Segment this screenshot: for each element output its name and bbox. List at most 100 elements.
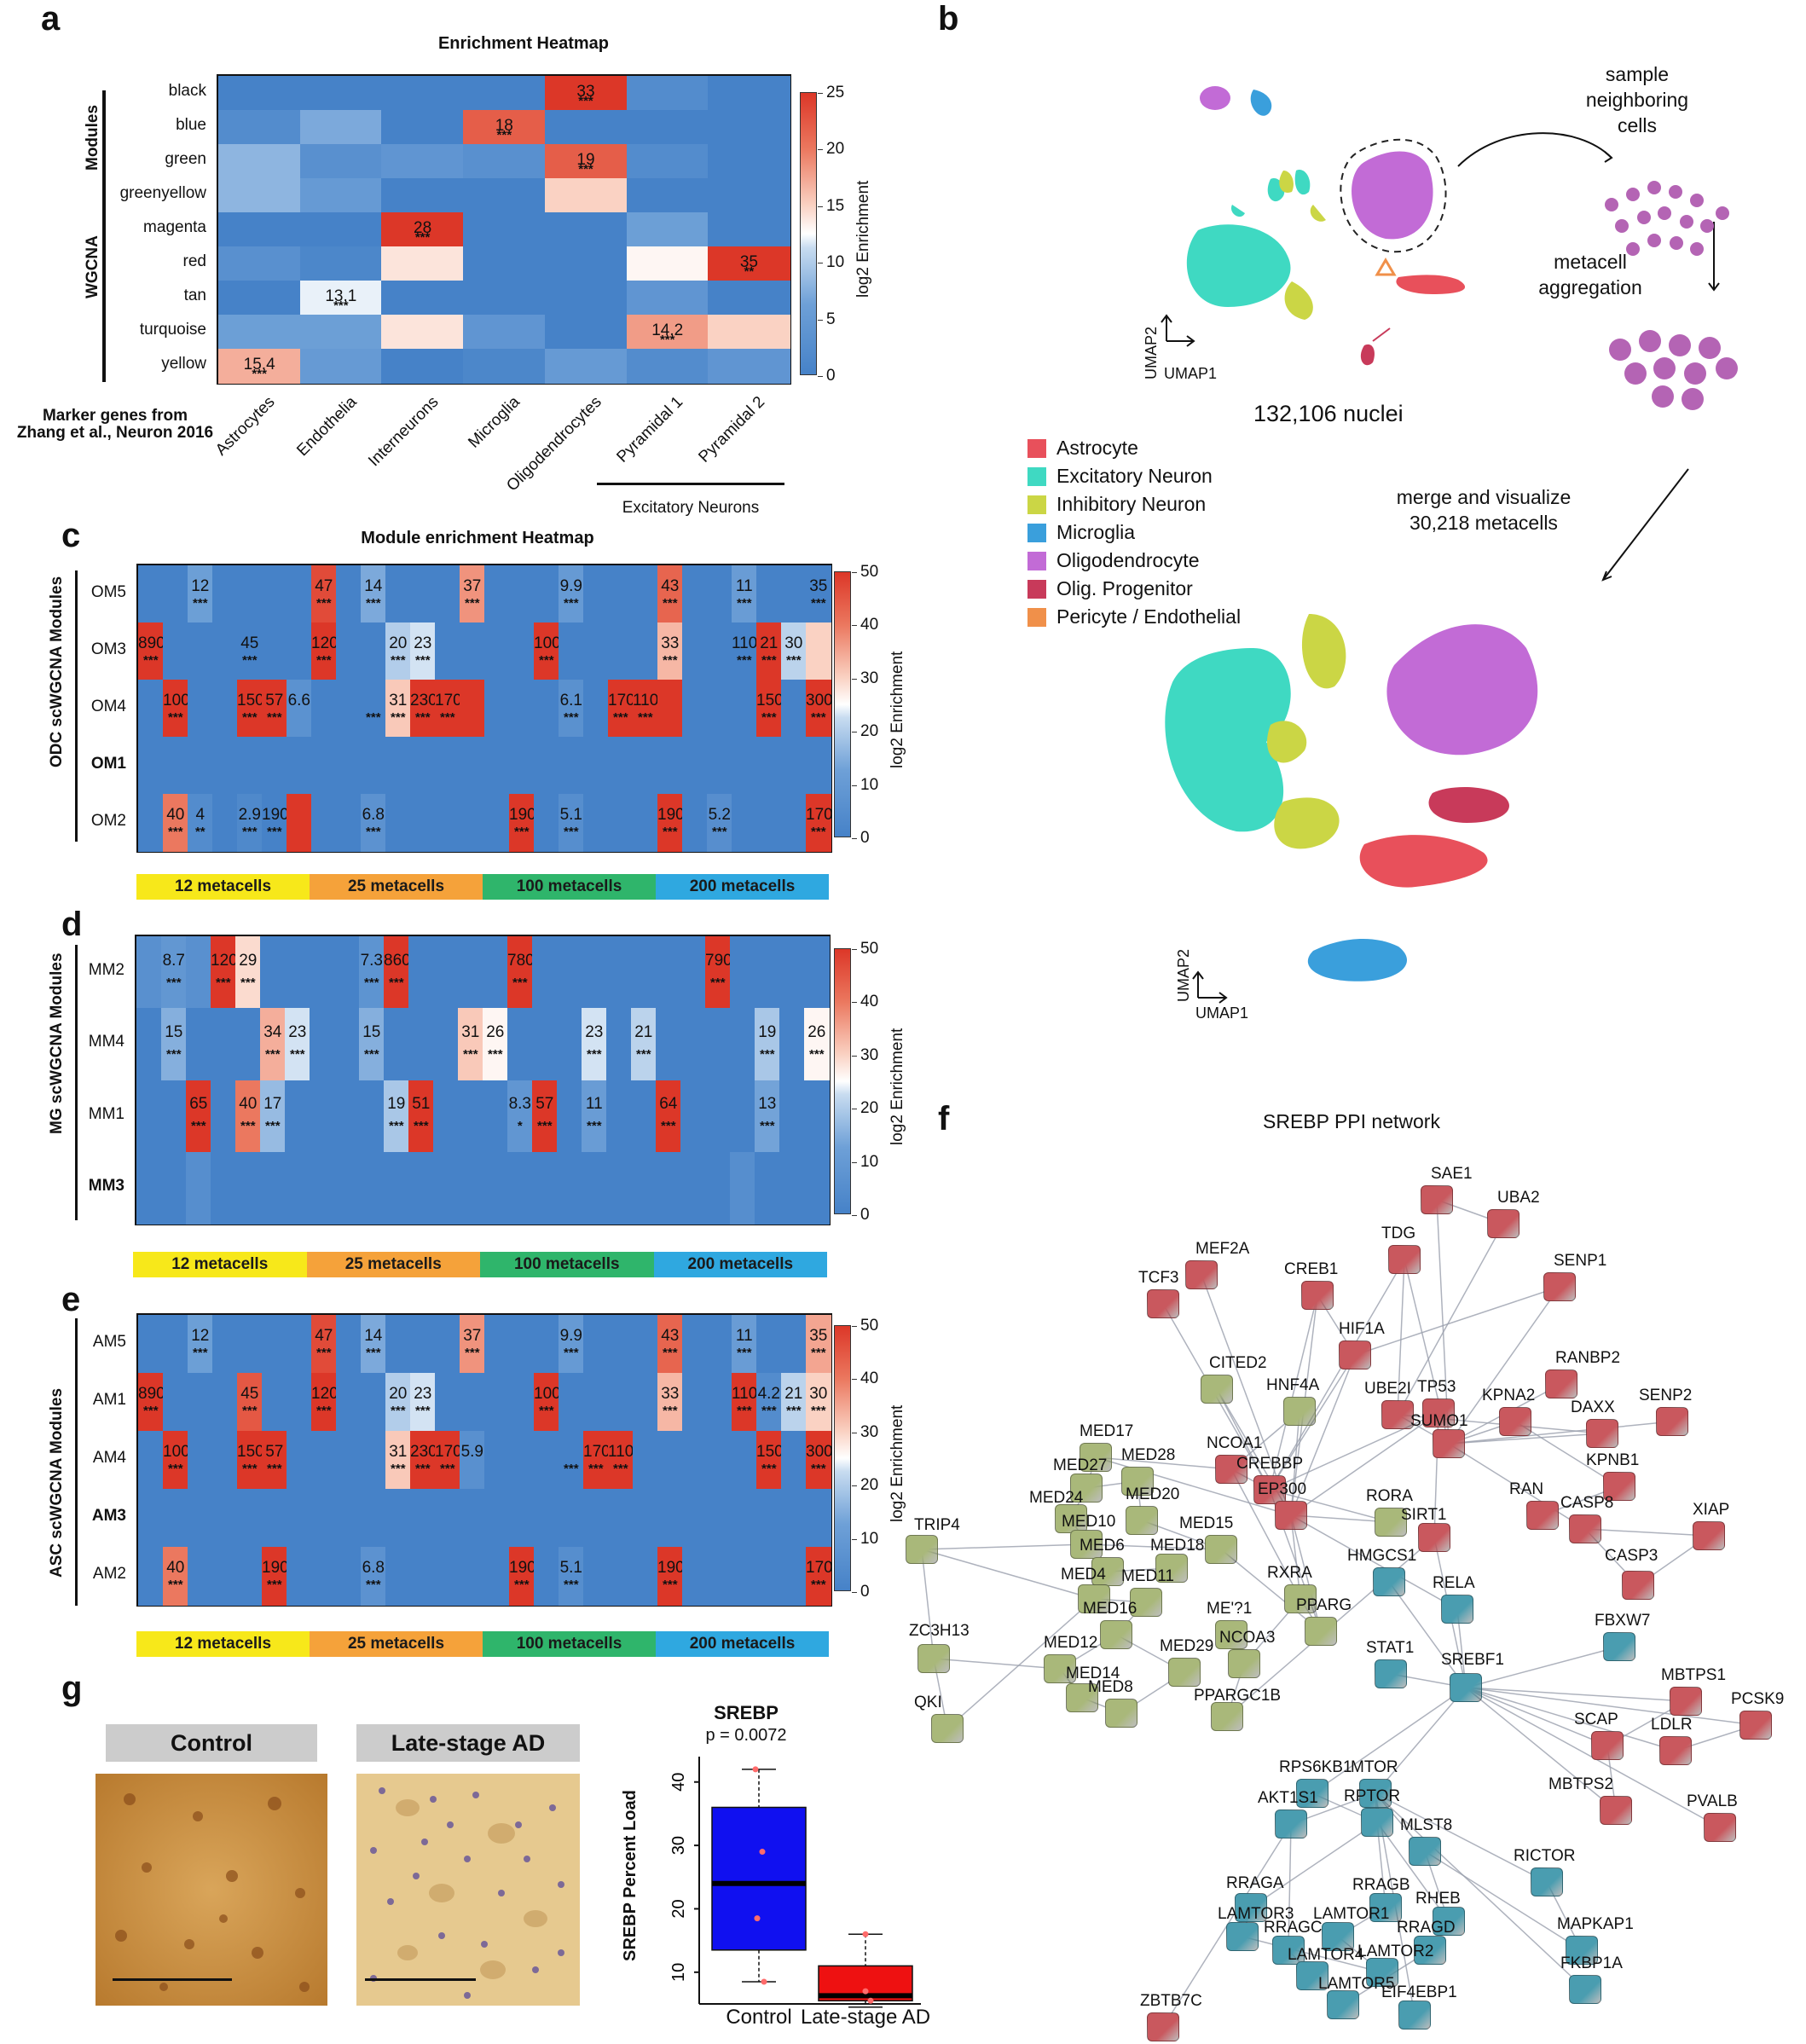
heatmap-cell	[582, 1151, 607, 1225]
cell-value: 23	[585, 1022, 604, 1041]
ppi-node[interactable]	[1327, 1990, 1359, 2019]
row-label: turquoise	[139, 321, 206, 339]
cell-value: 29	[239, 951, 258, 970]
ppi-node[interactable]	[1441, 1595, 1473, 1624]
heatmap-cell: 230 ***	[410, 680, 437, 738]
ppi-node[interactable]	[1388, 1245, 1421, 1274]
ppi-node[interactable]	[1622, 1571, 1654, 1600]
agg-line-2: aggregation	[1538, 276, 1642, 298]
heatmap-cell	[534, 794, 559, 852]
cell-significance: **	[744, 263, 755, 279]
cell-significance: ***	[364, 1046, 379, 1062]
cell-value: 47	[315, 576, 333, 595]
ppi-node[interactable]	[1586, 1419, 1618, 1448]
ppi-node[interactable]	[1543, 1272, 1576, 1301]
ppi-node[interactable]	[1659, 1736, 1692, 1765]
ppi-node[interactable]	[917, 1644, 950, 1673]
ppi-node[interactable]	[1409, 1837, 1441, 1866]
ppi-node[interactable]	[1147, 1289, 1179, 1318]
ppi-node[interactable]	[1226, 1922, 1259, 1951]
ppi-node-label: SREBF1	[1441, 1651, 1504, 1669]
ppi-node[interactable]	[1670, 1687, 1702, 1716]
ppi-node[interactable]	[1487, 1209, 1519, 1238]
cell-significance: ***	[391, 652, 406, 668]
cell-value: 6.8	[362, 805, 385, 824]
ppi-node[interactable]	[1361, 1808, 1393, 1837]
ppi-node[interactable]	[1339, 1340, 1371, 1369]
ppi-node[interactable]	[1283, 1397, 1316, 1426]
cell-significance: ***	[811, 1346, 826, 1361]
cell-significance: ***	[389, 975, 404, 990]
ppi-node[interactable]	[1185, 1260, 1218, 1289]
ppi-node[interactable]	[1205, 1535, 1237, 1564]
ppi-node[interactable]	[1433, 1429, 1465, 1458]
ppi-node[interactable]	[1656, 1407, 1688, 1436]
ppi-node[interactable]	[1421, 1185, 1453, 1214]
colorbar-tick	[818, 319, 823, 321]
cell-significance: ***	[463, 1046, 478, 1062]
ppi-node[interactable]	[1126, 1506, 1158, 1535]
ppi-node[interactable]	[1375, 1659, 1407, 1688]
ppi-node-label: SCAP	[1574, 1711, 1618, 1728]
heatmap-cell	[138, 737, 164, 795]
cell-value: 43	[661, 1327, 680, 1346]
ppi-node[interactable]	[1105, 1699, 1137, 1728]
heatmap-cell	[285, 1151, 310, 1225]
ppi-node[interactable]	[1693, 1521, 1725, 1550]
ppi-node[interactable]	[1603, 1632, 1635, 1661]
ppi-node[interactable]	[1526, 1501, 1559, 1530]
ppi-node[interactable]	[1168, 1658, 1201, 1687]
heatmap-cell: 13.1 ***	[299, 281, 383, 316]
ppi-node[interactable]	[1147, 2012, 1179, 2041]
ppi-node[interactable]	[1201, 1375, 1233, 1404]
ppi-node[interactable]	[1499, 1407, 1531, 1436]
ppi-node[interactable]	[1739, 1711, 1772, 1740]
ppi-node[interactable]	[1531, 1867, 1563, 1896]
heatmap-cell	[484, 565, 510, 623]
ppi-node[interactable]	[1600, 1796, 1632, 1825]
ppi-node[interactable]	[1569, 1975, 1601, 2004]
ppi-node-label: NCOA3	[1219, 1629, 1276, 1647]
heatmap-cell	[626, 212, 709, 247]
ppi-node[interactable]	[1228, 1649, 1260, 1678]
ppi-node[interactable]	[1100, 1620, 1132, 1649]
cell-significance: ***	[587, 1119, 602, 1133]
heatmap-cell	[310, 936, 335, 1009]
heatmap-cell	[633, 794, 658, 852]
cell-value: 34	[263, 1022, 282, 1041]
ppi-node[interactable]	[1591, 1731, 1624, 1760]
cell-value: 2.9	[238, 805, 261, 824]
heatmap-cell	[557, 1008, 582, 1081]
ppi-node[interactable]	[1301, 1281, 1334, 1310]
heatmap-cell	[463, 281, 546, 316]
ppi-node[interactable]	[1418, 1523, 1450, 1552]
ppi-node[interactable]	[1704, 1813, 1736, 1842]
ppi-node[interactable]	[1373, 1567, 1405, 1596]
cell-value: 37	[463, 576, 482, 595]
ppi-node[interactable]	[1569, 1514, 1601, 1543]
ppi-node-label: RAN	[1509, 1480, 1544, 1498]
ppi-node[interactable]	[1275, 1809, 1307, 1838]
ppi-node[interactable]	[1398, 2001, 1431, 2030]
ppi-node[interactable]	[931, 1714, 964, 1743]
ppi-node[interactable]	[1275, 1501, 1307, 1530]
ppi-node[interactable]	[1450, 1673, 1482, 1702]
heatmap-cell	[484, 737, 510, 795]
ppi-node[interactable]	[1381, 1400, 1414, 1429]
heatmap-cell: 19 ***	[384, 1080, 409, 1153]
ppi-node-label: RANBP2	[1555, 1349, 1621, 1367]
heatmap-cell: 190 ***	[509, 794, 536, 852]
ppi-node[interactable]	[1211, 1702, 1243, 1731]
ppi-node[interactable]	[906, 1535, 938, 1564]
ppi-node[interactable]	[1545, 1369, 1577, 1398]
ppi-node[interactable]	[1305, 1617, 1337, 1646]
sample-line-1: sample	[1605, 63, 1670, 85]
heatmap-cell	[136, 936, 162, 1009]
cell-value: 190	[657, 805, 685, 824]
heatmap-cell	[385, 1315, 411, 1374]
heatmap-cell	[633, 737, 658, 795]
cell-value: 12	[191, 576, 210, 595]
panel-e-label: e	[61, 1281, 81, 1318]
heatmap-cell	[410, 1315, 436, 1374]
cell-value: 14	[364, 576, 383, 595]
